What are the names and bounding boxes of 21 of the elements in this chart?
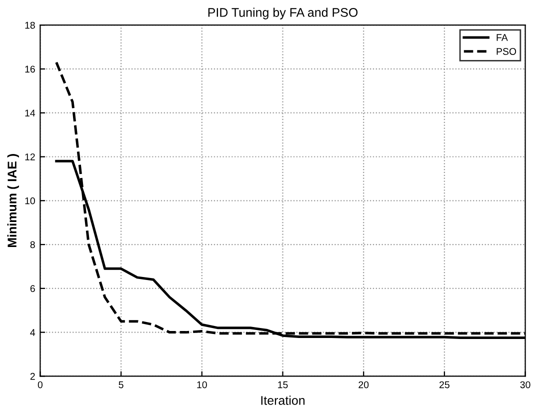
y-tick-label: 12 [25, 153, 35, 160]
y-tick-label: 16 [25, 66, 35, 73]
x-tick-label: 15 [278, 381, 288, 388]
y-tick-label: 2 [30, 372, 35, 380]
x-tick-label: 0 [38, 381, 43, 388]
chart-title: PID Tuning by FA and PSO [208, 8, 358, 20]
y-tick-label: 14 [25, 110, 36, 116]
x-tick-label: 20 [358, 381, 369, 388]
legend-label: PSO [496, 48, 516, 55]
y-tick-label: 6 [30, 285, 35, 292]
x-tick-label: 30 [520, 381, 530, 388]
y-tick-label: 4 [30, 329, 36, 336]
legend-label: FA [496, 34, 508, 41]
x-tick-label: 25 [440, 381, 450, 388]
x-tick-label: 10 [197, 381, 207, 388]
y-tick-label: 10 [25, 197, 35, 204]
y-tick-label: 8 [30, 241, 35, 248]
y-axis-title: Minimum ( IAE ) [7, 154, 19, 248]
y-tick-label: 18 [25, 22, 35, 29]
x-tick-label: 5 [118, 381, 124, 388]
x-axis-title: Iteration [261, 396, 305, 405]
